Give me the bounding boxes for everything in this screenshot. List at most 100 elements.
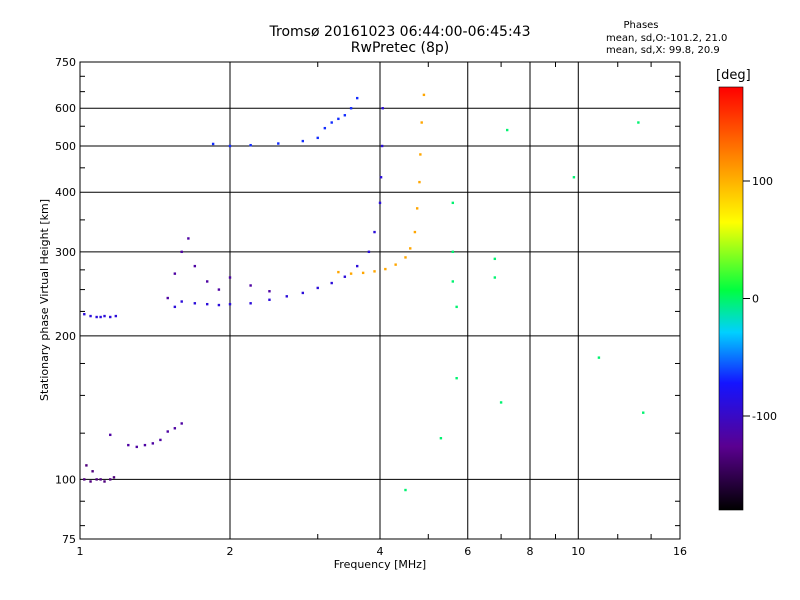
colorbar-tick-label: 0: [752, 293, 759, 306]
data-point: [206, 280, 208, 282]
data-point: [350, 272, 352, 274]
data-point: [249, 284, 251, 286]
data-point: [89, 480, 91, 482]
data-point: [452, 202, 454, 204]
x-tick-label: 1: [77, 545, 84, 558]
data-point: [99, 478, 101, 480]
data-point: [455, 306, 457, 308]
data-point: [218, 304, 220, 306]
data-point: [373, 231, 375, 233]
colorbar-tick-label: -100: [752, 410, 777, 423]
data-point: [229, 276, 231, 278]
data-point: [384, 268, 386, 270]
data-point: [637, 121, 639, 123]
x-tick-label: 8: [527, 545, 534, 558]
data-point: [83, 313, 85, 315]
data-point: [404, 489, 406, 491]
data-point: [302, 140, 304, 142]
data-point: [109, 478, 111, 480]
colorbar: [719, 87, 743, 510]
data-point: [381, 107, 383, 109]
data-point: [506, 129, 508, 131]
data-point: [379, 202, 381, 204]
data-point: [249, 144, 251, 146]
x-axis-label: Frequency [MHz]: [334, 558, 426, 571]
data-point: [419, 153, 421, 155]
data-point: [159, 439, 161, 441]
data-point: [418, 181, 420, 183]
data-point: [85, 464, 87, 466]
data-point: [181, 251, 183, 253]
data-point: [494, 276, 496, 278]
data-point: [268, 290, 270, 292]
data-point: [187, 237, 189, 239]
data-point: [394, 263, 396, 265]
y-tick-label: 300: [55, 246, 76, 259]
data-point: [414, 231, 416, 233]
grid-lines: [80, 62, 680, 539]
data-point: [381, 145, 383, 147]
data-point: [229, 145, 231, 147]
data-point: [127, 444, 129, 446]
data-point: [115, 315, 117, 317]
data-point: [452, 280, 454, 282]
data-point: [452, 251, 454, 253]
data-point: [423, 94, 425, 96]
data-point: [206, 303, 208, 305]
data-point: [103, 315, 105, 317]
data-point: [642, 411, 644, 413]
data-point: [109, 434, 111, 436]
data-point: [344, 114, 346, 116]
data-point: [362, 272, 364, 274]
data-point: [89, 315, 91, 317]
colorbar-tick-label: 100: [752, 175, 773, 188]
data-point: [420, 121, 422, 123]
y-tick-label: 200: [55, 330, 76, 343]
data-point: [194, 265, 196, 267]
data-point: [218, 288, 220, 290]
data-point: [416, 207, 418, 209]
colorbar-ticks: 100 0 -100: [743, 175, 777, 423]
data-point: [404, 256, 406, 258]
data-point: [494, 258, 496, 260]
data-point: [91, 470, 93, 472]
data-point: [500, 401, 502, 403]
data-point: [136, 446, 138, 448]
data-point: [598, 356, 600, 358]
data-point: [113, 476, 115, 478]
x-tick-label: 4: [377, 545, 384, 558]
data-point: [331, 121, 333, 123]
x-tick-label: 16: [673, 545, 687, 558]
data-point: [174, 306, 176, 308]
data-point: [350, 107, 352, 109]
data-point: [373, 270, 375, 272]
data-point: [573, 176, 575, 178]
data-point: [277, 142, 279, 144]
y-tick-label: 400: [55, 186, 76, 199]
x-tick-label: 2: [227, 545, 234, 558]
data-point: [356, 97, 358, 99]
y-tick-label: 500: [55, 140, 76, 153]
data-point: [337, 271, 339, 273]
data-points: [83, 94, 644, 492]
data-point: [302, 292, 304, 294]
data-point: [337, 118, 339, 120]
data-point: [380, 176, 382, 178]
data-point: [440, 437, 442, 439]
data-point: [109, 316, 111, 318]
data-point: [181, 422, 183, 424]
data-point: [356, 265, 358, 267]
data-point: [344, 276, 346, 278]
data-point: [324, 127, 326, 129]
data-point: [194, 302, 196, 304]
x-tick-label: 6: [464, 545, 471, 558]
data-point: [83, 478, 85, 480]
x-tick-label: 10: [571, 545, 585, 558]
data-point: [174, 427, 176, 429]
data-point: [409, 247, 411, 249]
data-point: [95, 316, 97, 318]
data-point: [368, 251, 370, 253]
data-point: [152, 442, 154, 444]
data-point: [167, 297, 169, 299]
